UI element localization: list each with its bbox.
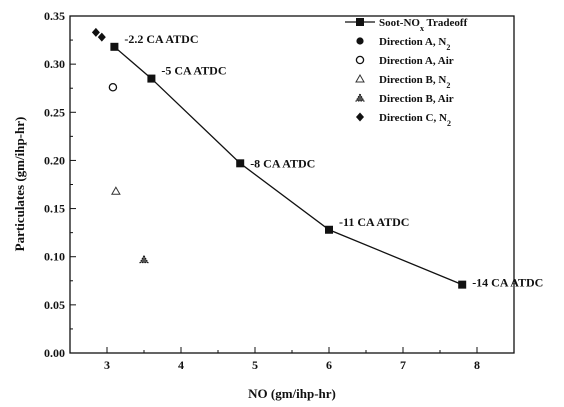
data-label: -8 CA ATDC	[250, 156, 315, 170]
legend: Soot-NOx Tradeoff Direction A, N2 Directio…	[345, 17, 468, 128]
y-tick-label: 0.20	[44, 153, 65, 167]
data-point	[139, 254, 149, 264]
y-tick-label: 0.25	[44, 105, 65, 119]
legend-marker	[356, 18, 364, 26]
x-tick-label: 8	[474, 358, 480, 372]
legend-label: Direction A, Air	[379, 55, 454, 67]
legend-label: Soot-NOx Tradeoff	[379, 17, 468, 33]
data-point	[236, 159, 245, 168]
y-tick-label: 0.10	[44, 250, 65, 264]
y-axis-title: Particulates (gm/ihp-hr)	[12, 117, 27, 252]
data-point	[97, 32, 106, 42]
x-tick-label: 6	[326, 358, 332, 372]
x-tick-label: 3	[104, 358, 110, 372]
legend-marker	[356, 112, 364, 122]
legend-marker	[356, 37, 364, 45]
legend-label: Direction A, N2	[379, 36, 450, 52]
legend-label: Direction B, Air	[379, 93, 454, 105]
data-point	[325, 225, 333, 234]
legend-marker	[355, 92, 365, 102]
y-tick-label: 0.05	[44, 298, 65, 312]
data-label: -11 CA ATDC	[339, 215, 409, 229]
axis-ticks: 3 4 5 6 7 8 0.00 0.05 0.10 0.15 0.20 0.25 0.30 0.35	[44, 9, 480, 372]
x-tick-label: 4	[178, 358, 184, 372]
data-point	[458, 280, 467, 289]
legend-label: Direction B, N2	[379, 74, 450, 90]
x-tick-label: 7	[400, 358, 406, 372]
y-tick-label: 0.00	[44, 346, 65, 360]
y-tick-label: 0.35	[44, 9, 65, 23]
data-label: -2.2 CA ATDC	[124, 32, 198, 46]
point-annotations: -2.2 CA ATDC -5 CA ATDC -8 CA ATDC -11 CA A…	[124, 32, 543, 290]
y-tick-label: 0.15	[44, 202, 65, 216]
data-label: -5 CA ATDC	[161, 64, 226, 78]
data-point	[147, 74, 156, 83]
series-layer	[91, 27, 467, 289]
legend-label: Direction C, N2	[379, 112, 451, 128]
data-point	[91, 27, 100, 37]
legend-marker	[355, 73, 365, 83]
data-point	[110, 42, 119, 51]
x-axis-title: NO (gm/ihp-hr)	[248, 386, 336, 401]
data-point	[111, 186, 121, 195]
data-label: -14 CA ATDC	[472, 276, 543, 290]
x-tick-label: 5	[252, 358, 258, 372]
data-point	[108, 83, 118, 92]
y-tick-label: 0.30	[44, 57, 65, 71]
legend-marker	[355, 55, 365, 65]
